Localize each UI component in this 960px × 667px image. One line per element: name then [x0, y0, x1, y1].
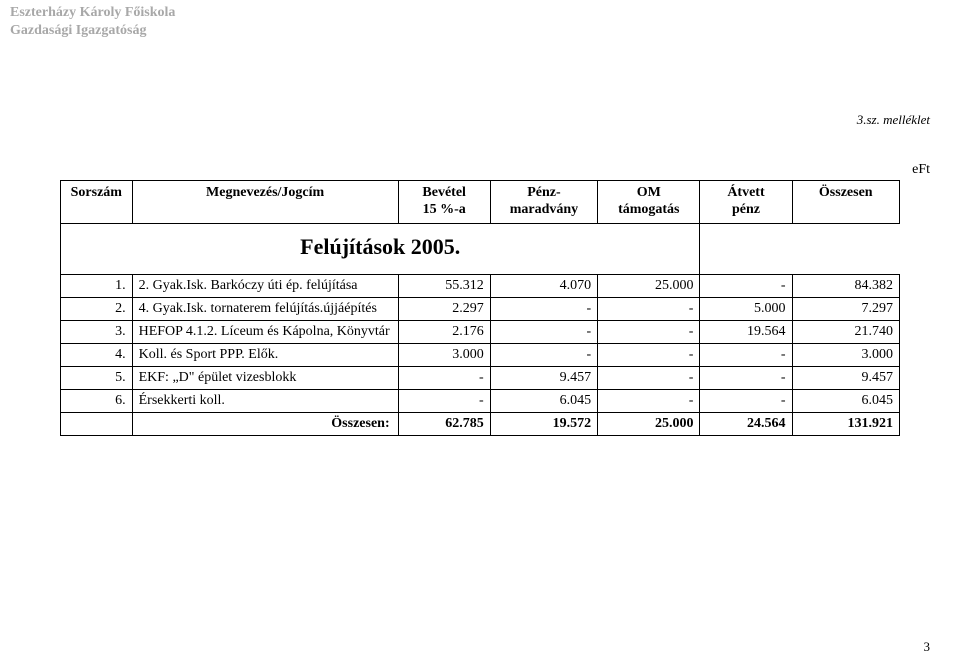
- org-header: Eszterházy Károly Főiskola Gazdasági Iga…: [10, 4, 175, 39]
- row-v5: 21.740: [792, 320, 899, 343]
- row-number: 3.: [61, 320, 133, 343]
- col-transfer-a: Átvett: [727, 185, 764, 200]
- table-title: Felújítások 2005.: [61, 223, 700, 274]
- row-v2: -: [490, 343, 597, 366]
- col-om-b: támogatás: [618, 202, 679, 217]
- row-v5: 6.045: [792, 389, 899, 412]
- row-number: 1.: [61, 274, 133, 297]
- col-total: Összesen: [792, 181, 899, 224]
- org-line-2: Gazdasági Igazgatóság: [10, 22, 175, 40]
- row-v5: 7.297: [792, 297, 899, 320]
- row-v4: 5.000: [700, 297, 792, 320]
- row-v3: -: [598, 389, 700, 412]
- total-v3: 25.000: [598, 412, 700, 435]
- total-blank: [61, 412, 133, 435]
- title-gap: [700, 223, 792, 274]
- org-line-1: Eszterházy Károly Főiskola: [10, 4, 175, 22]
- total-v2: 19.572: [490, 412, 597, 435]
- col-transfer: Átvett pénz: [700, 181, 792, 224]
- renovations-table-wrap: Felújítások 2005. Sorszám Megnevezés/Jog…: [60, 180, 900, 436]
- renovations-table: Felújítások 2005. Sorszám Megnevezés/Jog…: [60, 180, 900, 436]
- col-carryover: Pénz- maradvány: [490, 181, 597, 224]
- col-revenue-a: Bevétel: [422, 185, 466, 200]
- col-name: Megnevezés/Jogcím: [132, 181, 398, 224]
- row-v2: 4.070: [490, 274, 597, 297]
- table-body: 1.2. Gyak.Isk. Barkóczy úti ép. felújítá…: [61, 274, 900, 435]
- row-number: 2.: [61, 297, 133, 320]
- row-name: 2. Gyak.Isk. Barkóczy úti ép. felújítása: [132, 274, 398, 297]
- row-v2: -: [490, 320, 597, 343]
- table-row: 3.HEFOP 4.1.2. Líceum és Kápolna, Könyvt…: [61, 320, 900, 343]
- row-number: 5.: [61, 366, 133, 389]
- row-v1: 3.000: [398, 343, 490, 366]
- row-v3: -: [598, 343, 700, 366]
- row-v4: -: [700, 366, 792, 389]
- row-v1: 2.176: [398, 320, 490, 343]
- total-v5: 131.921: [792, 412, 899, 435]
- row-v5: 9.457: [792, 366, 899, 389]
- table-row: 4.Koll. és Sport PPP. Elők.3.000---3.000: [61, 343, 900, 366]
- col-carryover-a: Pénz-: [527, 185, 560, 200]
- table-row: 6.Érsekkerti koll.-6.045--6.045: [61, 389, 900, 412]
- row-number: 6.: [61, 389, 133, 412]
- row-v3: -: [598, 320, 700, 343]
- total-v4: 24.564: [700, 412, 792, 435]
- row-v5: 84.382: [792, 274, 899, 297]
- table-row: 2.4. Gyak.Isk. tornaterem felújítás.újjá…: [61, 297, 900, 320]
- row-v3: 25.000: [598, 274, 700, 297]
- row-v4: -: [700, 389, 792, 412]
- row-v1: 2.297: [398, 297, 490, 320]
- table-row: 1.2. Gyak.Isk. Barkóczy úti ép. felújítá…: [61, 274, 900, 297]
- column-headers: Sorszám Megnevezés/Jogcím Bevétel 15 %-a…: [61, 181, 900, 224]
- table-row: 5.EKF: „D" épület vizesblokk-9.457--9.45…: [61, 366, 900, 389]
- row-v1: -: [398, 366, 490, 389]
- total-label: Összesen:: [132, 412, 398, 435]
- row-v4: -: [700, 274, 792, 297]
- page-number: 3: [924, 639, 931, 655]
- col-num: Sorszám: [61, 181, 133, 224]
- row-v1: -: [398, 389, 490, 412]
- row-v2: 6.045: [490, 389, 597, 412]
- row-v3: -: [598, 366, 700, 389]
- row-v1: 55.312: [398, 274, 490, 297]
- attachment-label: 3.sz. melléklet: [857, 112, 930, 128]
- row-v3: -: [598, 297, 700, 320]
- row-v4: 19.564: [700, 320, 792, 343]
- title-total-gap: [792, 223, 899, 274]
- title-row: Felújítások 2005.: [61, 223, 900, 274]
- row-name: Koll. és Sport PPP. Elők.: [132, 343, 398, 366]
- col-om: OM támogatás: [598, 181, 700, 224]
- col-revenue: Bevétel 15 %-a: [398, 181, 490, 224]
- row-name: EKF: „D" épület vizesblokk: [132, 366, 398, 389]
- total-row: Összesen:62.78519.57225.00024.564131.921: [61, 412, 900, 435]
- unit-label: eFt: [912, 162, 930, 178]
- row-name: HEFOP 4.1.2. Líceum és Kápolna, Könyvtár: [132, 320, 398, 343]
- row-v4: -: [700, 343, 792, 366]
- row-number: 4.: [61, 343, 133, 366]
- row-name: 4. Gyak.Isk. tornaterem felújítás.újjáép…: [132, 297, 398, 320]
- col-transfer-b: pénz: [732, 202, 760, 217]
- col-carryover-b: maradvány: [510, 202, 578, 217]
- total-v1: 62.785: [398, 412, 490, 435]
- col-om-a: OM: [637, 185, 661, 200]
- row-v2: 9.457: [490, 366, 597, 389]
- col-revenue-b: 15 %-a: [423, 202, 466, 217]
- row-name: Érsekkerti koll.: [132, 389, 398, 412]
- row-v5: 3.000: [792, 343, 899, 366]
- row-v2: -: [490, 297, 597, 320]
